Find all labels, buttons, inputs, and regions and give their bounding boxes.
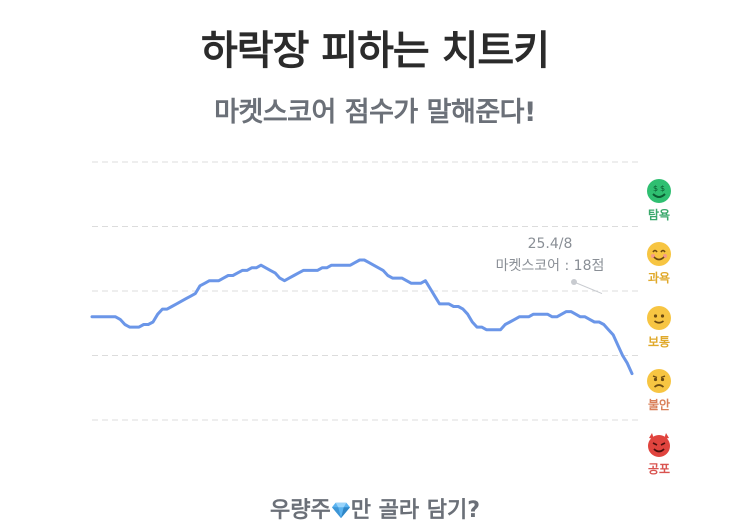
svg-text:$: $ — [660, 184, 665, 193]
tooltip-label: 마켓스코어 : 18점 — [495, 258, 605, 274]
footer-question: 우량주 만 골라 담기? — [0, 492, 750, 524]
page-title: 하락장 피하는 치트키 — [200, 28, 550, 74]
svg-text:$: $ — [653, 184, 658, 193]
annotation-point — [571, 279, 577, 285]
page-subtitle: 마켓스코어 점수가 말해준다! — [214, 97, 536, 128]
smiling-face-icon — [646, 241, 672, 267]
mood-2: 과욕 — [637, 241, 681, 286]
mood-label: 보통 — [647, 335, 671, 349]
footer-text-before: 우량주 — [269, 498, 331, 523]
mood-3: 보통 — [637, 305, 681, 350]
series-line — [90, 258, 634, 376]
tooltip: 25.4/8 마켓스코어 : 18점 — [470, 233, 630, 277]
tooltip-leader-line — [573, 281, 603, 295]
greedy-face-icon: $ $ — [646, 178, 672, 204]
mood-label: 탐욕 — [647, 208, 671, 222]
devil-face-icon — [646, 432, 672, 458]
chart-grid — [92, 161, 640, 421]
footer-text-after: 만 골라 담기? — [350, 498, 480, 523]
mood-label: 불안 — [647, 398, 671, 412]
gem-icon — [331, 502, 350, 519]
mood-1: $ $ 탐욕 — [637, 178, 681, 223]
mood-4: 불안 — [637, 368, 681, 413]
slight-smile-icon — [646, 305, 672, 331]
mood-label: 과욕 — [647, 271, 671, 285]
mood-5: 공포 — [637, 432, 681, 477]
tooltip-date: 25.4/8 — [527, 236, 573, 252]
mood-label: 공포 — [647, 462, 671, 476]
worried-face-icon — [646, 368, 672, 394]
